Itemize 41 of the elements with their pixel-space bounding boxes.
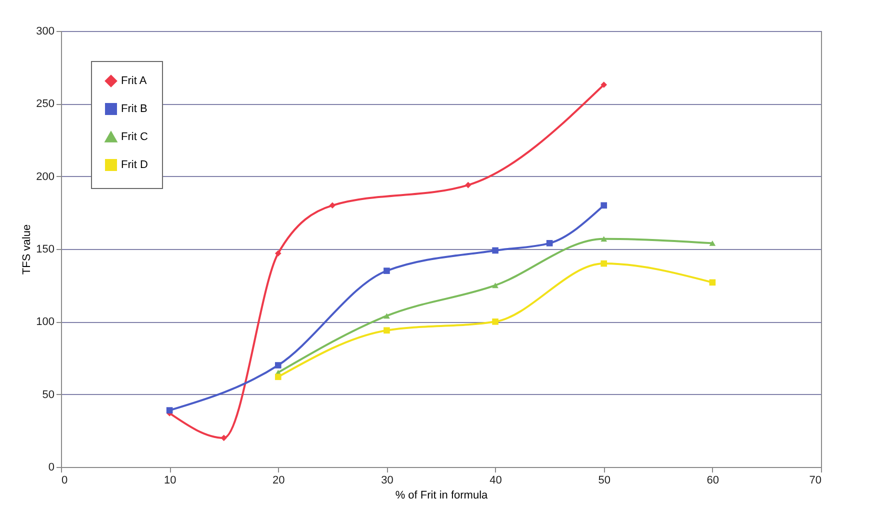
y-axis-title: TFS value [21, 224, 34, 275]
x-axis-title: % of Frit in formula [395, 490, 489, 502]
point [492, 282, 498, 288]
point [709, 279, 716, 286]
y-tick-label: 50 [42, 388, 54, 401]
point [546, 240, 553, 246]
point [492, 318, 498, 325]
point [274, 374, 282, 380]
point [600, 236, 608, 242]
point [384, 327, 390, 334]
point [464, 182, 472, 188]
point [220, 434, 228, 442]
point [709, 240, 716, 246]
point [274, 362, 282, 368]
x-tick-label: 0 [62, 474, 68, 486]
point [600, 260, 608, 267]
x-tick-label: 30 [381, 474, 394, 486]
legend-label: Frit C [121, 131, 148, 143]
x-tick-label: 70 [809, 474, 822, 486]
point [329, 202, 336, 209]
y-tick-label: 0 [48, 462, 54, 474]
y-tick-label: 100 [36, 316, 54, 328]
x-tick-label: 60 [706, 474, 720, 486]
y-tick-label: 300 [36, 26, 54, 38]
y-tick-label: 150 [36, 244, 54, 256]
point [166, 407, 173, 414]
point [384, 313, 390, 319]
y-tick-label: 200 [36, 170, 54, 183]
point [384, 268, 390, 274]
x-tick-label: 20 [272, 474, 285, 486]
x-tick-label: 50 [598, 474, 610, 486]
legend-label: Frit D [121, 159, 148, 171]
legend-label: Frit B [121, 103, 148, 115]
point [492, 247, 498, 254]
point [600, 202, 608, 209]
legend-label: Frit A [121, 75, 148, 87]
point [274, 250, 282, 257]
x-tick-label: 40 [490, 474, 502, 486]
y-tick-label: 250 [36, 98, 54, 110]
point [600, 82, 608, 88]
x-tick-label: 10 [164, 474, 176, 486]
